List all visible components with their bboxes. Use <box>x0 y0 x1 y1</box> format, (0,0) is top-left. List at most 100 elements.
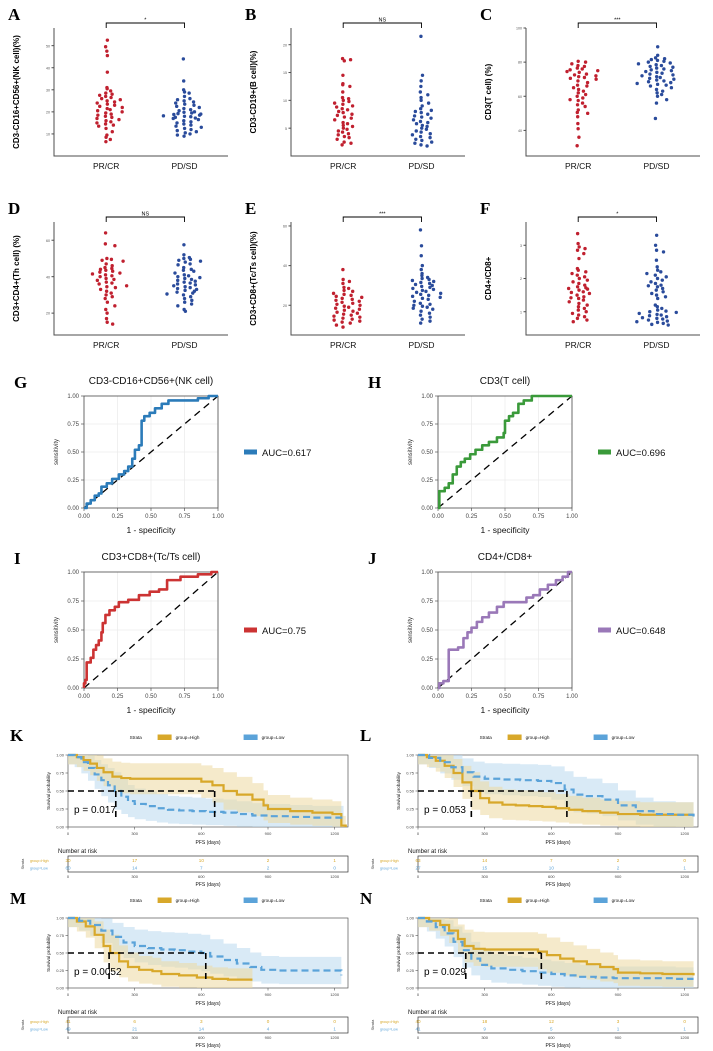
dotplot-panel-C: C 40 60 80 100 CD3(T cell) (%) *** PR/CR PD/SD <box>480 6 708 186</box>
km-ytick-N-3: 0.75 <box>406 933 415 938</box>
km-xtick-K-2: 600 <box>198 831 205 836</box>
km-strata-label-L-1: group=Low <box>380 867 398 871</box>
km-xtick-K-0: 0 <box>67 831 70 836</box>
roc-ytick-G-3: 0.75 <box>67 422 79 428</box>
km-ylabel-K: Survival probability <box>46 771 51 810</box>
km-legend-item-L-0: group=High <box>526 735 550 740</box>
dotplot-ylabel-F: CD4+/CD8+ <box>484 256 493 300</box>
km-xlabel-M: PFS (days) <box>195 1001 220 1007</box>
km-risk-value-K-0-0: 30 <box>65 858 71 863</box>
km-strata-label-K-0: group=High <box>30 859 49 863</box>
panel-letter-G: G <box>14 373 28 392</box>
km-ytick-L-3: 0.75 <box>406 771 415 776</box>
km-ytick-M-4: 1.00 <box>56 916 65 921</box>
dotplot-svg-F: 1 2 3 CD4+/CD8+ * PR/CR PD/SD <box>484 212 700 350</box>
km-risk-xtick-K-0: 0 <box>67 874 70 879</box>
km-risk-value-L-1-2: 10 <box>549 866 555 871</box>
km-xtick-N-1: 300 <box>481 992 488 997</box>
roc-auc-label-G: AUC=0.617 <box>262 448 311 459</box>
km-xlabel-N: PFS (days) <box>545 1001 570 1007</box>
km-legend-item-N-0: group=High <box>526 898 550 903</box>
km-ytick-N-2: 0.50 <box>406 951 415 956</box>
km-legend-item-N-1: group=Low <box>612 898 636 903</box>
km-xtick-N-0: 0 <box>417 992 420 997</box>
km-ytick-N-1: 0.25 <box>406 968 415 973</box>
km-legend-title-K: Strata <box>130 735 143 740</box>
km-risk-xtick-M-1: 300 <box>131 1035 138 1040</box>
km-risk-value-N-1-1: 9 <box>483 1027 486 1032</box>
km-risk-value-M-0-2: 3 <box>200 1019 203 1024</box>
dotplot-ylabel-A: CD3-CD16+CD56+(NK cell)(%) <box>12 35 21 149</box>
roc-xtick-H-0: 0.00 <box>432 514 444 520</box>
km-risk-value-K-1-0: 60 <box>65 866 71 871</box>
km-risk-xtick-M-3: 900 <box>265 1035 272 1040</box>
svg-text:80: 80 <box>518 61 522 65</box>
dotplot-ylabel-E: CD3+CD8+(Tc/Ts cell)(%) <box>249 231 258 326</box>
panel-letter-N: N <box>360 889 373 908</box>
roc-auc-label-I: AUC=0.75 <box>262 626 306 637</box>
panel-letter-K: K <box>10 726 24 745</box>
svg-text:60: 60 <box>518 95 522 99</box>
roc-panel-J: J CD4+/CD8+ 0.00 0.25 0.50 0.75 1.00 0.00 0.25 0.… <box>360 548 712 724</box>
km-strata-axis-label-K: Strata <box>20 858 25 869</box>
km-legend-title-L: Strata <box>480 735 493 740</box>
roc-ytick-J-3: 0.75 <box>421 599 433 605</box>
roc-xtick-J-0: 0.00 <box>432 694 444 700</box>
km-ytick-L-1: 0.25 <box>406 807 415 812</box>
km-risk-value-N-0-1: 18 <box>482 1019 488 1024</box>
roc-ylabel-G: sensitivity <box>54 439 60 465</box>
km-risk-value-M-1-4: 1 <box>333 1027 336 1032</box>
km-risk-value-L-0-2: 7 <box>550 858 553 863</box>
svg-text:60: 60 <box>46 239 50 243</box>
roc-ytick-I-2: 0.50 <box>67 628 79 634</box>
km-risk-value-K-0-2: 10 <box>199 858 205 863</box>
roc-ytick-H-4: 1.00 <box>421 394 433 400</box>
dotplot-svg-D: 20 40 60 CD3+CD4+(Th cell) (%) NS PR/CR PD/SD <box>12 212 228 350</box>
km-risk-value-M-1-1: 21 <box>132 1027 138 1032</box>
km-legend-title-N: Strata <box>480 898 493 903</box>
roc-xtick-H-2: 0.50 <box>499 514 511 520</box>
km-risk-xtick-N-2: 600 <box>548 1035 555 1040</box>
svg-text:50: 50 <box>46 44 50 48</box>
panel-letter-F: F <box>480 199 491 218</box>
dotplot-ylabel-D: CD3+CD4+(Th cell) (%) <box>12 235 21 322</box>
km-xtick-M-3: 900 <box>265 992 272 997</box>
km-risk-value-M-0-3: 0 <box>267 1019 270 1024</box>
panel-letter-L: L <box>360 726 372 745</box>
roc-ytick-I-1: 0.25 <box>67 657 79 663</box>
roc-xtick-J-2: 0.50 <box>499 694 511 700</box>
km-risk-xtick-L-2: 600 <box>548 874 555 879</box>
dotplot-panel-F: F 1 2 3 CD4+/CD8+ * PR/CR PD/SD <box>480 200 708 365</box>
svg-text:40: 40 <box>283 264 287 268</box>
km-strata-axis-label-M: Strata <box>20 1019 25 1030</box>
km-pvalue-M: p = 0.0052 <box>74 967 122 978</box>
panel-letter-J: J <box>368 549 377 568</box>
roc-xtick-I-0: 0.00 <box>78 694 90 700</box>
svg-text:20: 20 <box>283 43 287 47</box>
group-label-F-0: PR/CR <box>565 340 591 350</box>
significance-label-C: *** <box>614 18 621 24</box>
panel-letter-C: C <box>480 5 493 24</box>
significance-label-B: NS <box>379 18 387 24</box>
roc-auc-label-J: AUC=0.648 <box>616 626 665 637</box>
km-xtick-N-3: 900 <box>615 992 622 997</box>
km-panel-N: N Strata group=High group=Low p = 0.029 0 300 6… <box>360 890 708 1050</box>
panel-letter-D: D <box>8 199 21 218</box>
km-ytick-M-3: 0.75 <box>56 933 65 938</box>
roc-xtick-I-3: 0.75 <box>179 694 191 700</box>
km-risk-value-N-1-2: 5 <box>550 1027 553 1032</box>
roc-xtick-H-1: 0.25 <box>466 514 478 520</box>
km-xtick-L-3: 900 <box>615 831 622 836</box>
roc-title-J: CD4+/CD8+ <box>478 552 533 563</box>
km-risk-value-M-0-1: 6 <box>133 1019 136 1024</box>
dotplot-svg-B: 5 10 15 20 CD3-CD19+(B cell)(%) NS PR/CR PD/SD <box>249 18 465 171</box>
roc-ylabel-J: sensitivity <box>408 617 414 643</box>
roc-xtick-J-4: 1.00 <box>566 694 578 700</box>
km-strata-axis-label-N: Strata <box>370 1019 375 1030</box>
km-ytick-M-1: 0.25 <box>56 968 65 973</box>
roc-ylabel-I: sensitivity <box>54 617 60 643</box>
km-xlabel-K: PFS (days) <box>195 840 220 846</box>
km-risk-title-N: Number at risk <box>408 1010 448 1016</box>
